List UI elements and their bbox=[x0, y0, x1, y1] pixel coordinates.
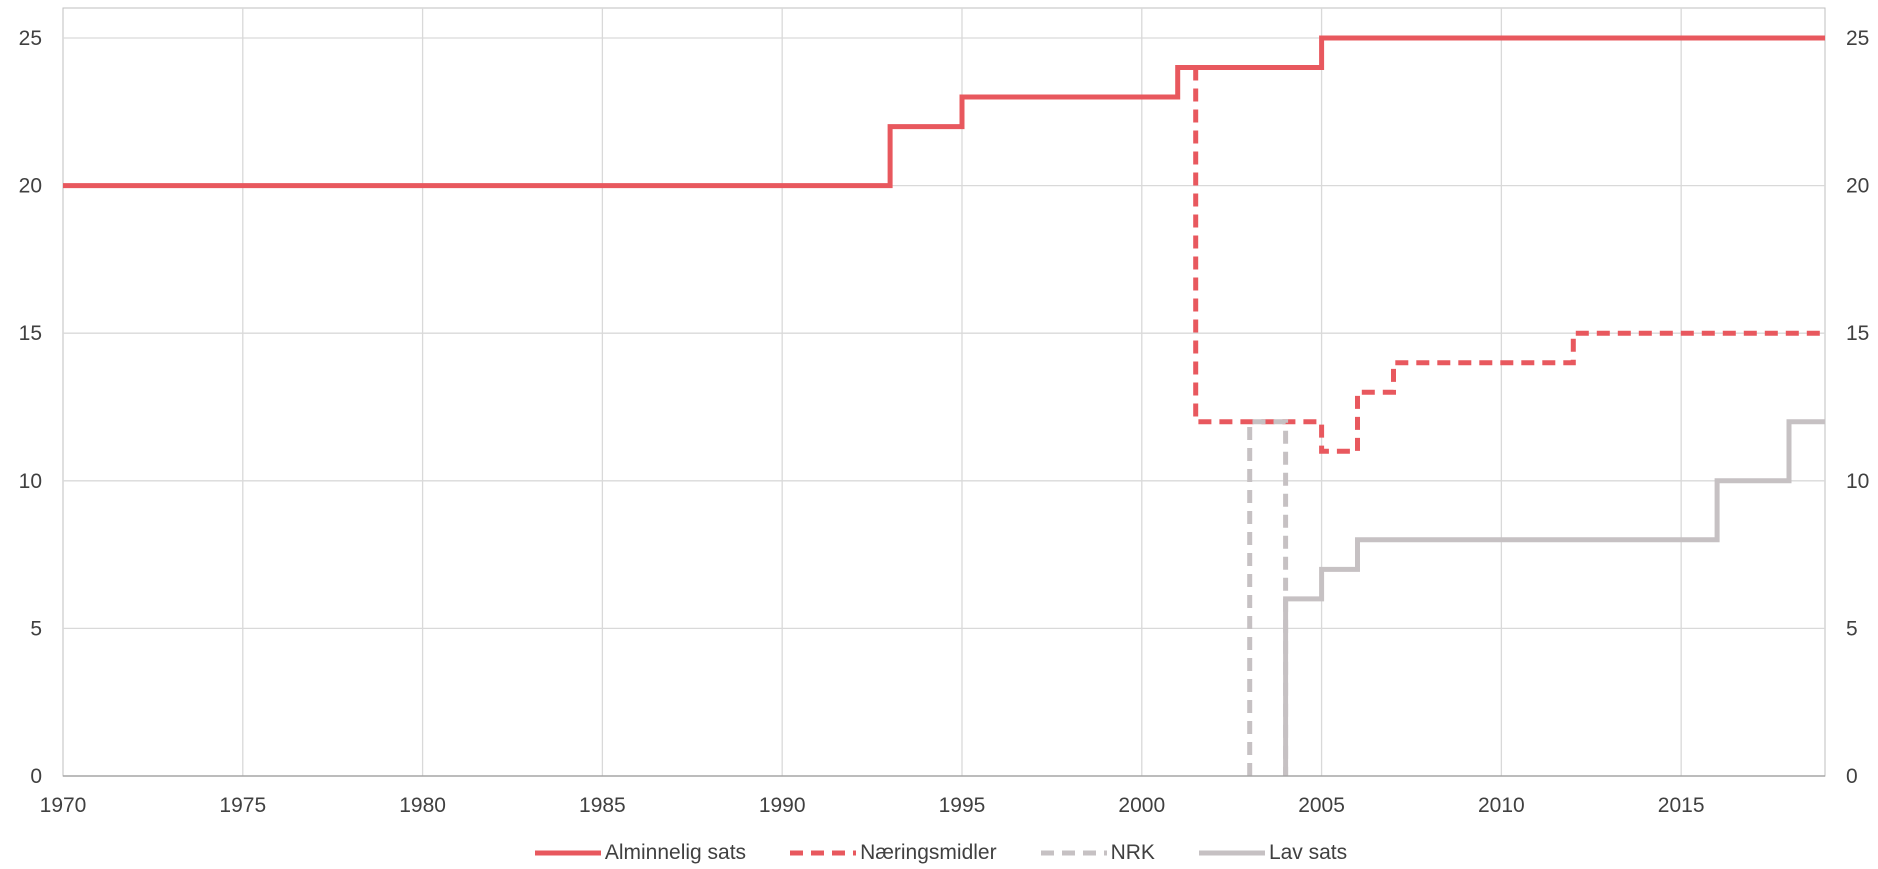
x-tick-label: 1985 bbox=[579, 794, 626, 817]
legend-swatch bbox=[534, 850, 601, 856]
series-line-alminnelig-sats bbox=[63, 35, 1825, 189]
legend: Alminnelig sats Næringsmidler NRK Lav sats bbox=[0, 838, 1878, 868]
legend-item: Alminnelig sats bbox=[531, 841, 746, 865]
legend-label: NRK bbox=[1110, 841, 1155, 864]
legend-label: Lav sats bbox=[1268, 841, 1348, 864]
legend-swatch bbox=[1198, 850, 1265, 856]
y-tick-label-right: 10 bbox=[1846, 470, 1869, 493]
legend-item: Lav sats bbox=[1195, 841, 1347, 865]
y-tick-label-right: 25 bbox=[1846, 27, 1869, 50]
y-tick-label-left: 0 bbox=[30, 765, 42, 788]
legend-label: Næringsmidler bbox=[860, 841, 997, 864]
x-tick-label: 1970 bbox=[40, 794, 87, 817]
x-tick-label: 1975 bbox=[219, 794, 266, 817]
y-tick-label-left: 20 bbox=[19, 175, 42, 198]
x-tick-label: 2015 bbox=[1658, 794, 1705, 817]
y-tick-label-right: 20 bbox=[1846, 175, 1869, 198]
plot-area bbox=[62, 7, 1826, 777]
legend-item: NRK bbox=[1037, 841, 1155, 865]
x-tick-label: 1980 bbox=[399, 794, 446, 817]
x-tick-label: 2000 bbox=[1118, 794, 1165, 817]
y-tick-label-right: 5 bbox=[1846, 617, 1858, 640]
x-tick-label: 1995 bbox=[939, 794, 986, 817]
y-tick-label-right: 0 bbox=[1846, 765, 1858, 788]
series-lines bbox=[63, 35, 1825, 776]
x-tick-label: 2010 bbox=[1478, 794, 1525, 817]
legend-swatch bbox=[1040, 850, 1107, 856]
x-tick-label: 2005 bbox=[1298, 794, 1345, 817]
y-tick-label-left: 10 bbox=[19, 470, 42, 493]
legend-swatch bbox=[790, 850, 857, 856]
y-tick-label-left: 15 bbox=[19, 322, 42, 345]
series-line-lav-sats bbox=[1283, 419, 1825, 776]
y-tick-label-left: 5 bbox=[30, 617, 42, 640]
legend-label: Alminnelig sats bbox=[604, 841, 747, 864]
y-axis-ticks-left: 0 5 10 15 20 25 bbox=[19, 27, 42, 788]
y-tick-label-left: 25 bbox=[19, 27, 42, 50]
x-axis-ticks: 1970 1975 1980 1985 1990 1995 2000 2005 2010 2015 bbox=[40, 794, 1705, 817]
y-tick-label-right: 15 bbox=[1846, 322, 1869, 345]
legend-item: Næringsmidler bbox=[786, 841, 997, 865]
y-axis-ticks-right: 0 5 10 15 20 25 bbox=[1846, 27, 1869, 788]
x-tick-label: 1990 bbox=[759, 794, 806, 817]
